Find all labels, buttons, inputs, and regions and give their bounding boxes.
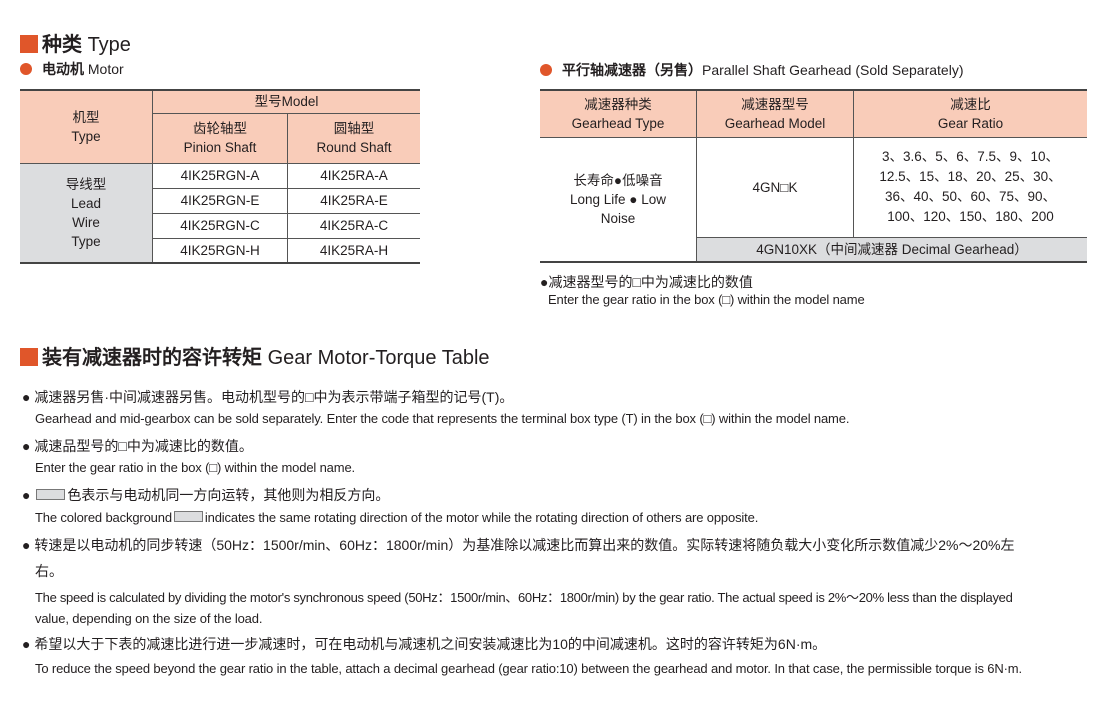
note-2-cn: ● 减速品型号的□中为减速比的数值。 xyxy=(22,438,253,454)
pinion-model: 4IK25RGN-E xyxy=(152,187,288,214)
note-4-en-cont: value, depending on the size of the load… xyxy=(35,611,263,626)
gearhead-type-header: 减速器种类 Gearhead Type xyxy=(540,89,697,138)
lead-wire-type-cell: 导线型 Lead Wire Type xyxy=(20,162,153,264)
note-3-cn: ● 色表示与电动机同一方向运转，其他则为相反方向。 xyxy=(22,487,390,503)
torque-section-title: 装有减速器时的容许转矩 Gear Motor-Torque Table xyxy=(20,341,490,370)
color-swatch xyxy=(36,489,66,500)
color-swatch xyxy=(173,511,203,522)
square-bullet-icon xyxy=(20,348,38,366)
square-bullet-icon xyxy=(20,35,38,53)
note-4-cn-cont: 右。 xyxy=(35,563,63,579)
pinion-header: 齿轮轴型 Pinion Shaft xyxy=(152,112,288,164)
gearhead-model-header: 减速器型号 Gearhead Model xyxy=(696,89,854,138)
round-header: 圆轴型 Round Shaft xyxy=(287,112,420,164)
model-header: 型号Model xyxy=(152,89,420,114)
pinion-model: 4IK25RGN-A xyxy=(152,162,288,189)
note-2-en: Enter the gear ratio in the box (□) with… xyxy=(35,460,355,475)
table-row: 长寿命●低噪音 Long Life ● Low Noise 4GN□K 3、3.6、… xyxy=(540,136,1087,263)
note-4-en: The speed is calculated by dividing the … xyxy=(35,590,1013,605)
circle-bullet-icon xyxy=(540,64,552,76)
motor-title: 电动机 Motor xyxy=(20,59,124,79)
gearhead-note-cn: ●减速器型号的□中为减速比的数值 xyxy=(540,274,753,290)
table-row: 4IK25RGN-E 4IK25RA-E xyxy=(20,187,420,214)
table-row: 导线型 Lead Wire Type 4IK25RGN-A 4IK25RA-A xyxy=(20,162,420,264)
table-row: 4IK25RGN-H 4IK25RA-H xyxy=(20,237,420,264)
gearhead-table: 减速器种类 Gearhead Type 减速器型号 Gearhead Model 减… xyxy=(540,89,1087,263)
note-5-cn: ● 希望以大于下表的减速比进行进一步减速时，可在电动机与减速机之间安装减速比为1… xyxy=(22,636,827,652)
gear-ratio-cell: 3、3.6、5、6、7.5、9、10、 12.5、15、18、20、25、30、 3… xyxy=(853,136,1087,238)
round-model: 4IK25RA-C xyxy=(287,212,420,239)
table-row: 4GN10XK（中间减速器 Decimal Gearhead） xyxy=(540,236,1087,263)
pinion-model: 4IK25RGN-C xyxy=(152,212,288,239)
gearhead-note-en: Enter the gear ratio in the box (□) with… xyxy=(548,292,865,307)
gearhead-title: 平行轴减速器（另售）Parallel Shaft Gearhead (Sold … xyxy=(540,60,963,80)
note-3-en: The colored background indicates the same… xyxy=(35,510,759,525)
note-1-cn: ● 减速器另售·中间减速器另售。电动机型号的□中为表示带端子箱型的记号(T)。 xyxy=(22,389,514,405)
round-model: 4IK25RA-H xyxy=(287,237,420,264)
pinion-model: 4IK25RGN-H xyxy=(152,237,288,264)
round-model: 4IK25RA-A xyxy=(287,162,420,189)
gearhead-model-cell: 4GN□K xyxy=(696,136,854,238)
note-4-cn: ● 转速是以电动机的同步转速（50Hz：1500r/min、60Hz：1800r… xyxy=(22,537,1015,553)
gear-ratio-header: 减速比 Gear Ratio xyxy=(853,89,1087,138)
type-section-title: 种类 Type xyxy=(20,28,131,57)
type-header: 机型 Type xyxy=(20,89,153,164)
note-1-en: Gearhead and mid-gearbox can be sold sep… xyxy=(35,411,850,426)
note-5-en: To reduce the speed beyond the gear rati… xyxy=(35,661,1022,676)
gearhead-type-cell: 长寿命●低噪音 Long Life ● Low Noise xyxy=(540,136,697,263)
round-model: 4IK25RA-E xyxy=(287,187,420,214)
decimal-gearhead-cell: 4GN10XK（中间减速器 Decimal Gearhead） xyxy=(696,236,1087,263)
circle-bullet-icon xyxy=(20,63,32,75)
motor-table: 机型 Type 型号Model 齿轮轴型 Pinion Shaft 圆轴型 Round… xyxy=(20,89,420,264)
